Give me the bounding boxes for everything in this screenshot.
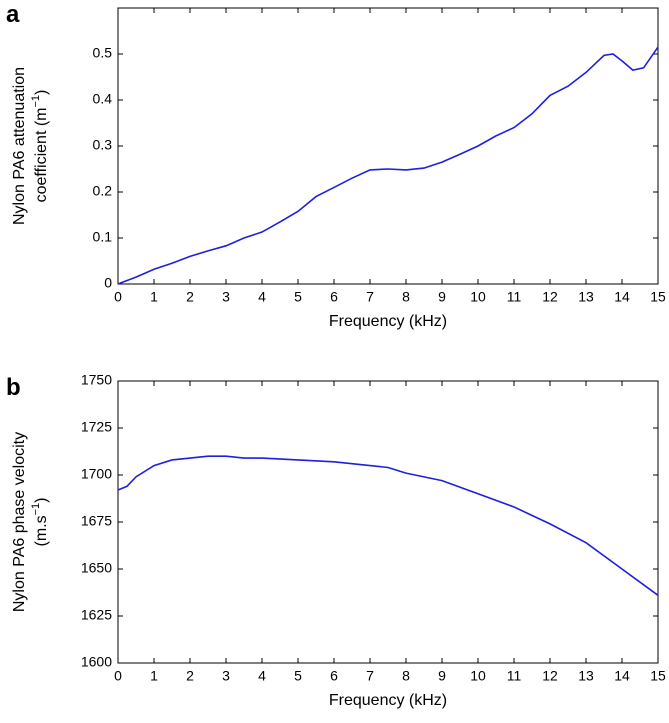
y-axis-label: Nylon PA6 phase velocity [11, 432, 28, 612]
x-tick-label: 13 [578, 668, 594, 684]
y-tick-label: 0.3 [93, 137, 113, 153]
y-axis-label-part: ) [33, 498, 50, 503]
x-tick-label: 10 [470, 289, 486, 305]
x-tick-label: 4 [258, 289, 266, 305]
plot-frame [117, 7, 659, 285]
y-axis-label-part: (m.s [33, 515, 50, 546]
x-tick-label: 9 [438, 668, 446, 684]
x-axis-label: Frequency (kHz) [329, 692, 447, 709]
x-tick-label: 8 [402, 668, 410, 684]
y-tick-label: 0.5 [93, 45, 113, 61]
x-tick-label: 12 [542, 668, 558, 684]
x-tick-label: 10 [470, 668, 486, 684]
x-tick-label: 0 [114, 668, 122, 684]
x-axis-label: Frequency (kHz) [329, 313, 447, 330]
y-axis-label: coefficient (m−1) [30, 90, 50, 203]
x-tick-label: 11 [507, 289, 522, 305]
panel-label: b [6, 374, 21, 401]
y-tick-label: 1600 [81, 654, 112, 670]
y-tick-label: 1725 [81, 419, 112, 435]
y-tick-label: 1700 [81, 466, 112, 482]
x-tick-label: 2 [186, 668, 194, 684]
x-tick-label: 6 [330, 668, 338, 684]
x-tick-label: 7 [366, 289, 374, 305]
y-tick-label: 1650 [81, 560, 112, 576]
x-tick-label: 5 [294, 289, 302, 305]
data-line [117, 46, 659, 285]
x-tick-label: 8 [402, 289, 410, 305]
x-tick-label: 4 [258, 668, 266, 684]
x-tick-label: 3 [222, 668, 230, 684]
x-tick-label: 15 [650, 289, 666, 305]
x-tick-label: 13 [578, 289, 594, 305]
y-tick-label: 1625 [81, 607, 112, 623]
y-tick-label: 1675 [81, 513, 112, 529]
data-line [117, 455, 659, 596]
x-tick-label: 2 [186, 289, 194, 305]
x-tick-label: 14 [614, 289, 630, 305]
y-tick-label: 0.4 [93, 91, 113, 107]
x-tick-label: 14 [614, 668, 630, 684]
x-tick-label: 0 [114, 289, 122, 305]
y-axis-label-sup: −1 [30, 95, 42, 108]
x-tick-label: 5 [294, 668, 302, 684]
y-tick-label: 0.1 [93, 229, 113, 245]
y-tick-label: 0.2 [93, 183, 113, 199]
plot-frame [117, 380, 659, 664]
x-tick-label: 6 [330, 289, 338, 305]
y-axis-label-sup: −1 [30, 503, 42, 516]
x-tick-label: 3 [222, 289, 230, 305]
x-tick-label: 1 [150, 289, 158, 305]
y-axis-label-part: coefficient (m [33, 108, 50, 203]
x-tick-label: 1 [150, 668, 158, 684]
panel-label: a [6, 1, 20, 28]
y-tick-label: 1750 [81, 372, 112, 388]
x-tick-label: 7 [366, 668, 374, 684]
y-axis-label: Nylon PA6 attenuation [11, 67, 28, 225]
y-tick-label: 0 [104, 275, 112, 291]
x-tick-label: 12 [542, 289, 558, 305]
y-axis-label-part: ) [33, 90, 50, 95]
x-tick-label: 9 [438, 289, 446, 305]
y-axis-label: (m.s−1) [30, 498, 50, 547]
x-tick-label: 15 [650, 668, 666, 684]
x-tick-label: 11 [507, 668, 522, 684]
